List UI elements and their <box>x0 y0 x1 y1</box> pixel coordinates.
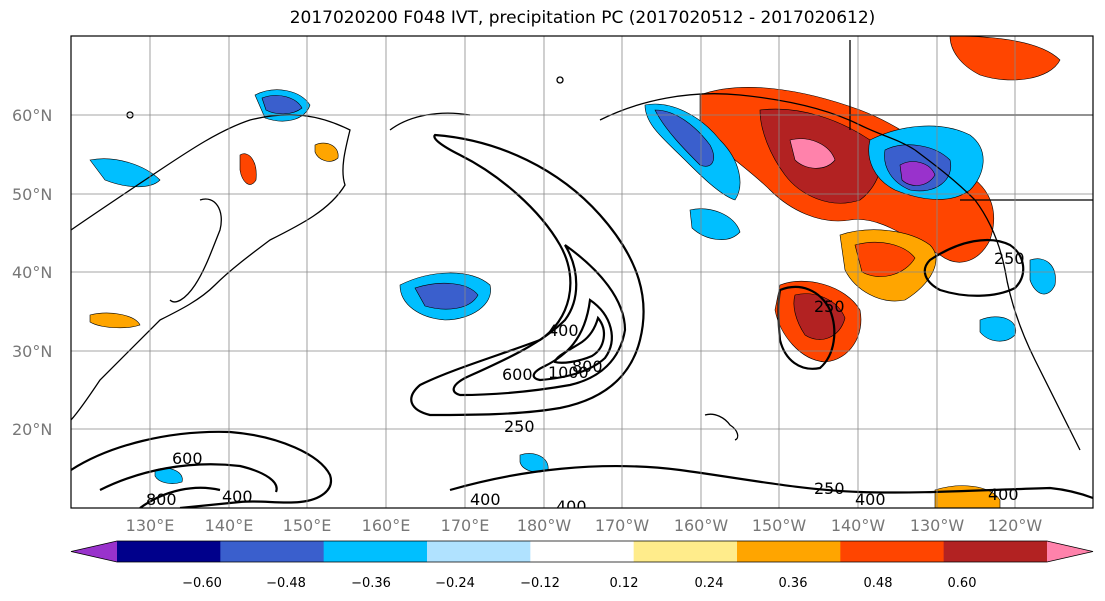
lon-tick-label: 180°W <box>517 516 572 535</box>
contour-label: 250 <box>504 417 535 436</box>
colorbar-segment <box>220 541 325 562</box>
contour-label: 800 <box>146 490 177 509</box>
colorbar-segment <box>117 541 221 562</box>
lon-tick-label: 170°W <box>595 516 650 535</box>
contour-label: 400 <box>222 487 253 506</box>
contour-label: 400 <box>548 321 579 340</box>
colorbar <box>70 540 1094 563</box>
lon-tick-label: 130°W <box>910 516 965 535</box>
longitude-axis: 130°E 140°E 150°E 160°E 170°E 180°W 170°… <box>126 516 1043 535</box>
contour-label: 250 <box>814 479 845 498</box>
lat-tick-label: 30°N <box>12 342 52 361</box>
contour-label: 250 <box>814 297 845 316</box>
map-frame <box>70 35 1094 509</box>
lon-tick-label: 160°E <box>362 516 411 535</box>
lat-tick-label: 40°N <box>12 263 52 282</box>
lon-tick-label: 170°E <box>441 516 490 535</box>
lat-tick-label: 50°N <box>12 185 52 204</box>
colorbar-segment <box>737 541 841 562</box>
gridlines <box>71 36 1093 508</box>
contour-label: 400 <box>556 497 587 516</box>
colorbar-segment <box>530 541 635 562</box>
lat-tick-label: 60°N <box>12 106 52 125</box>
colorbar-segment <box>840 541 945 562</box>
colorbar-tick-label: −0.36 <box>351 576 391 591</box>
colorbar-labels: −0.60 −0.48 −0.36 −0.24 −0.12 0.12 0.24 … <box>182 576 976 591</box>
lon-tick-label: 150°W <box>752 516 807 535</box>
lat-tick-label: 20°N <box>12 420 52 439</box>
colorbar-segment <box>427 541 531 562</box>
contour-label: 400 <box>988 485 1019 504</box>
lon-tick-label: 150°E <box>283 516 332 535</box>
map-title: 2017020200 F048 IVT, precipitation PC (2… <box>289 8 876 28</box>
colorbar-extend-low <box>71 541 117 562</box>
colorbar-tick-label: 0.24 <box>695 576 724 591</box>
contour-label: 400 <box>470 490 501 509</box>
contour-labels: 600 400 1000 800 250 600 800 400 400 400… <box>146 249 1025 516</box>
contour-label: 600 <box>502 365 533 384</box>
colorbar-extend-high <box>1047 541 1093 562</box>
latitude-axis: 60°N 50°N 40°N 30°N 20°N <box>12 106 52 439</box>
lon-tick-label: 160°W <box>674 516 729 535</box>
lon-tick-label: 130°E <box>126 516 175 535</box>
colorbar-tick-label: 0.12 <box>610 576 639 591</box>
colorbar-outline <box>70 540 1094 563</box>
colorbar-tick-label: 0.60 <box>948 576 977 591</box>
lon-tick-label: 120°W <box>988 516 1043 535</box>
colorbar-tick-label: 0.48 <box>864 576 893 591</box>
lon-tick-label: 140°E <box>205 516 254 535</box>
contour-label: 1000 <box>548 363 589 382</box>
contour-label: 800 <box>572 357 603 376</box>
colorbar-tick-label: −0.48 <box>266 576 306 591</box>
lon-tick-label: 140°W <box>831 516 886 535</box>
colorbar-tick-label: −0.12 <box>520 576 560 591</box>
colorbar-segment <box>323 541 428 562</box>
colorbar-tick-label: 0.36 <box>779 576 808 591</box>
colorbar-tick-label: −0.60 <box>182 576 222 591</box>
contour-label: 600 <box>172 449 203 468</box>
contour-label: 250 <box>994 249 1025 268</box>
colorbar-tick-label: −0.24 <box>435 576 475 591</box>
contour-label: 400 <box>855 490 886 509</box>
colorbar-segment <box>633 541 738 562</box>
colorbar-segment <box>943 541 1048 562</box>
